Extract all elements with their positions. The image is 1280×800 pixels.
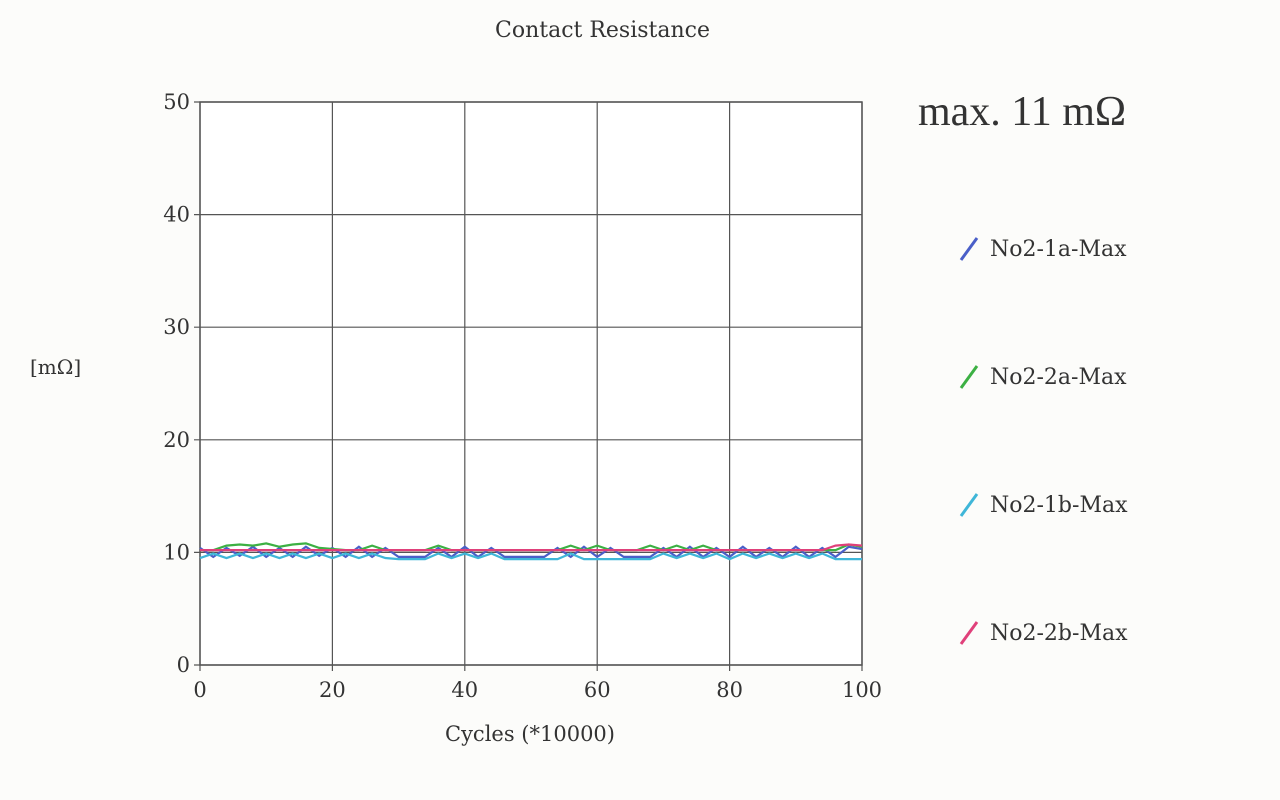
y-tick-label: 20 [163,428,190,452]
legend-label: No2-2b-Max [990,620,1128,646]
max-annotation: max. 11 mΩ [918,89,1127,135]
legend-item: No2-1b-Max [958,492,1128,518]
chart-title: Contact Resistance [494,18,711,43]
legend-swatch [959,237,979,261]
x-tick-label: 20 [319,678,346,702]
x-tick-label: 40 [451,678,478,702]
legend-swatch [959,493,979,517]
y-tick-label: 10 [163,540,190,564]
legend-item: No2-2b-Max [958,620,1128,646]
x-tick-label: 0 [193,678,206,702]
legend-label: No2-1b-Max [990,492,1128,518]
legend-label: No2-2a-Max [990,364,1127,390]
y-tick-label: 30 [163,315,190,339]
legend-item: No2-1a-Max [958,236,1127,262]
x-tick-label: 100 [842,678,882,702]
y-tick-label: 40 [163,203,190,227]
y-axis-label: [mΩ] [30,355,82,379]
x-axis-label: Cycles (*10000) [445,722,615,746]
legend-swatch [959,621,979,645]
x-tick-label: 80 [716,678,743,702]
series-line-no2-1b-max [199,552,862,561]
legend-swatch [959,365,979,389]
y-tick-label: 0 [177,653,190,677]
x-tick-label: 60 [584,678,611,702]
plot-area [199,101,863,666]
series-line-no2-2b-max [200,543,863,552]
y-tick-label: 50 [163,90,190,114]
legend-item: No2-2a-Max [958,364,1127,390]
legend-label: No2-1a-Max [990,236,1127,262]
